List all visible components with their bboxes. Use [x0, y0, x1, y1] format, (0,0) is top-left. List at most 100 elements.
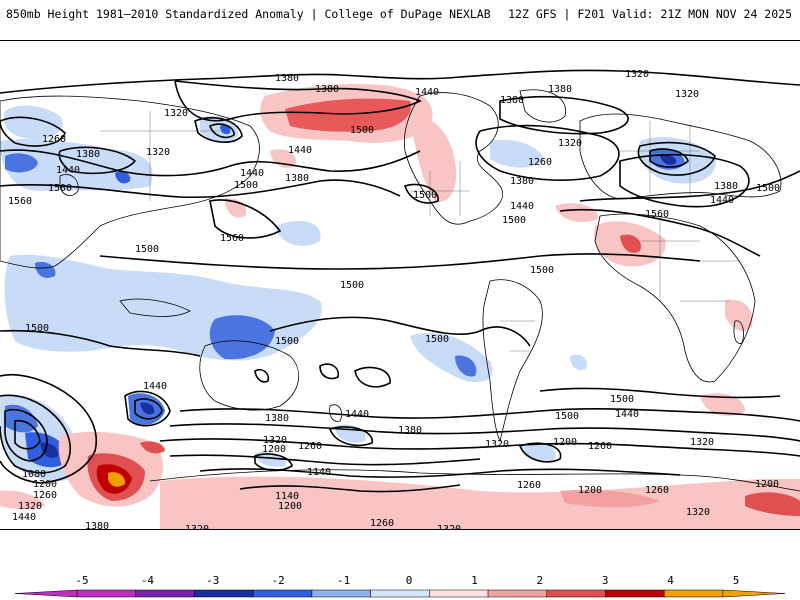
- contour-label: 1200: [262, 444, 286, 455]
- neg-anomaly-area: [5, 404, 38, 433]
- coast-asia: [0, 95, 260, 269]
- neg-anomaly-area: [490, 139, 545, 168]
- neg-anomaly-area: [570, 354, 587, 371]
- contour-label: 1320: [18, 501, 42, 512]
- contour-1320-nwb: [194, 117, 243, 143]
- coast-japan: [59, 174, 79, 196]
- contour-1500-spac: [269, 316, 531, 347]
- height-contours: [0, 69, 800, 493]
- contour-label: 1080: [22, 469, 46, 480]
- contour-label: 1440: [615, 409, 639, 420]
- contour-label: 1560: [220, 233, 244, 244]
- contour-1260-scircle: [254, 453, 293, 472]
- contour-1440-north: [0, 149, 421, 177]
- contour-label: 1200: [578, 485, 602, 496]
- contour-1560-afr: [559, 208, 761, 257]
- contour-label: 1380: [265, 413, 289, 424]
- pos-anomaly-area: [620, 234, 641, 253]
- contour-1500-tropics: [99, 253, 701, 270]
- contour-label: 1260: [588, 441, 612, 452]
- contour-label: 1440: [345, 409, 369, 420]
- coast-south-america: [482, 279, 543, 443]
- contour-label: 1500: [530, 265, 554, 276]
- neg-anomaly-area: [660, 154, 677, 165]
- contour-label: 1380: [398, 425, 422, 436]
- contour-label: 1260: [528, 157, 552, 168]
- colorbar-arrow-right: [722, 589, 786, 598]
- colorbar-segment: [252, 589, 313, 598]
- pos-anomaly-area: [410, 115, 457, 202]
- colorbar-tick-label: -4: [141, 574, 155, 587]
- contour-label: 1200: [553, 437, 577, 448]
- contour-1320-south: [159, 438, 800, 457]
- contour-label: 1200: [755, 479, 779, 490]
- contour-label: 1380: [76, 149, 100, 160]
- contour-labels: 1380 1380 1320 1440 1380 1380 1320 1320 …: [8, 69, 780, 529]
- colorbar-tick-label: 0: [406, 574, 413, 587]
- contour-label: 1320: [690, 437, 714, 448]
- contour-1500-satl: [539, 387, 781, 399]
- contour-1320-scircle: [328, 426, 373, 447]
- contour-label: 1440: [143, 381, 167, 392]
- contour-1500-north: [0, 179, 401, 199]
- coast-africa: [594, 213, 756, 383]
- contour-label: 1380: [85, 521, 109, 529]
- contour-1440-sw: [0, 373, 97, 484]
- coast-greenland: [519, 89, 566, 123]
- neg-anomaly-area: [220, 124, 231, 135]
- contour-label: 1200: [278, 501, 302, 512]
- contour-label: 1440: [240, 168, 264, 179]
- pos-anomaly-area: [700, 393, 745, 416]
- pos-anomaly-area: [285, 98, 411, 132]
- colorbar: -5 -4 -3 -2 -1 0 1 2 3 4 5: [14, 574, 786, 598]
- contour-label: 1440: [510, 201, 534, 212]
- colorbar-segment: [546, 589, 606, 598]
- contour-label: 1500: [413, 190, 437, 201]
- contour-label: 1260: [33, 490, 57, 501]
- coast-australia: [199, 340, 299, 411]
- model-run-info: 12Z GFS | F201 Valid: 21Z MON NOV 24 202…: [508, 7, 792, 21]
- colorbar-arrow-left: [14, 589, 78, 598]
- contour-1500-ind-small3: [254, 368, 270, 383]
- contour-label: 1260: [645, 485, 669, 496]
- contour-label: 1440: [710, 195, 734, 206]
- contour-1260-afr: [518, 442, 562, 463]
- contour-1440-nw: [0, 116, 66, 147]
- contour-label: 1500: [610, 394, 634, 405]
- contour-1320-sw: [4, 409, 48, 462]
- contour-label: 1320: [675, 89, 699, 100]
- neg-anomaly-area: [209, 315, 275, 360]
- contour-label: 1500: [425, 334, 449, 345]
- contour-label: 1140: [307, 467, 331, 478]
- neg-anomaly-area: [115, 171, 131, 184]
- contour-1500-south: [0, 329, 201, 357]
- coast-antarctica: [149, 469, 800, 492]
- contour-label: 1500: [234, 180, 258, 191]
- contour-label: 1500: [502, 215, 526, 226]
- contour-label: 1320: [437, 524, 461, 529]
- neg-anomaly-area: [3, 105, 63, 140]
- pos-anomaly-area: [555, 203, 599, 223]
- pos-anomaly-area: [0, 490, 45, 510]
- colorbar-segment: [605, 589, 665, 598]
- colorbar-tick-label: 1: [471, 574, 478, 587]
- contour-1320-eur: [649, 148, 689, 168]
- contour-1500-ind-small2: [319, 363, 340, 380]
- colorbar-segment: [76, 589, 137, 598]
- pos-anomaly-area: [560, 489, 660, 508]
- colorbar-segment: [135, 589, 195, 598]
- contour-label: 1320: [263, 435, 287, 446]
- contour-label: 1380: [548, 84, 572, 95]
- pos-anomaly-area: [140, 441, 165, 454]
- contour-label: 1500: [25, 323, 49, 334]
- contour-label: 1500: [48, 183, 72, 194]
- contour-label: 1260: [42, 134, 66, 145]
- contour-label: 1380: [500, 95, 524, 106]
- neg-anomaly-area: [140, 402, 155, 415]
- colorbar-tick-label: -1: [337, 574, 350, 587]
- contour-1320-north: [0, 69, 800, 94]
- contour-label: 1560: [645, 209, 669, 220]
- contour-1260-nw: [208, 123, 235, 139]
- contour-label: 1500: [555, 411, 579, 422]
- coast-madagascar: [733, 320, 744, 344]
